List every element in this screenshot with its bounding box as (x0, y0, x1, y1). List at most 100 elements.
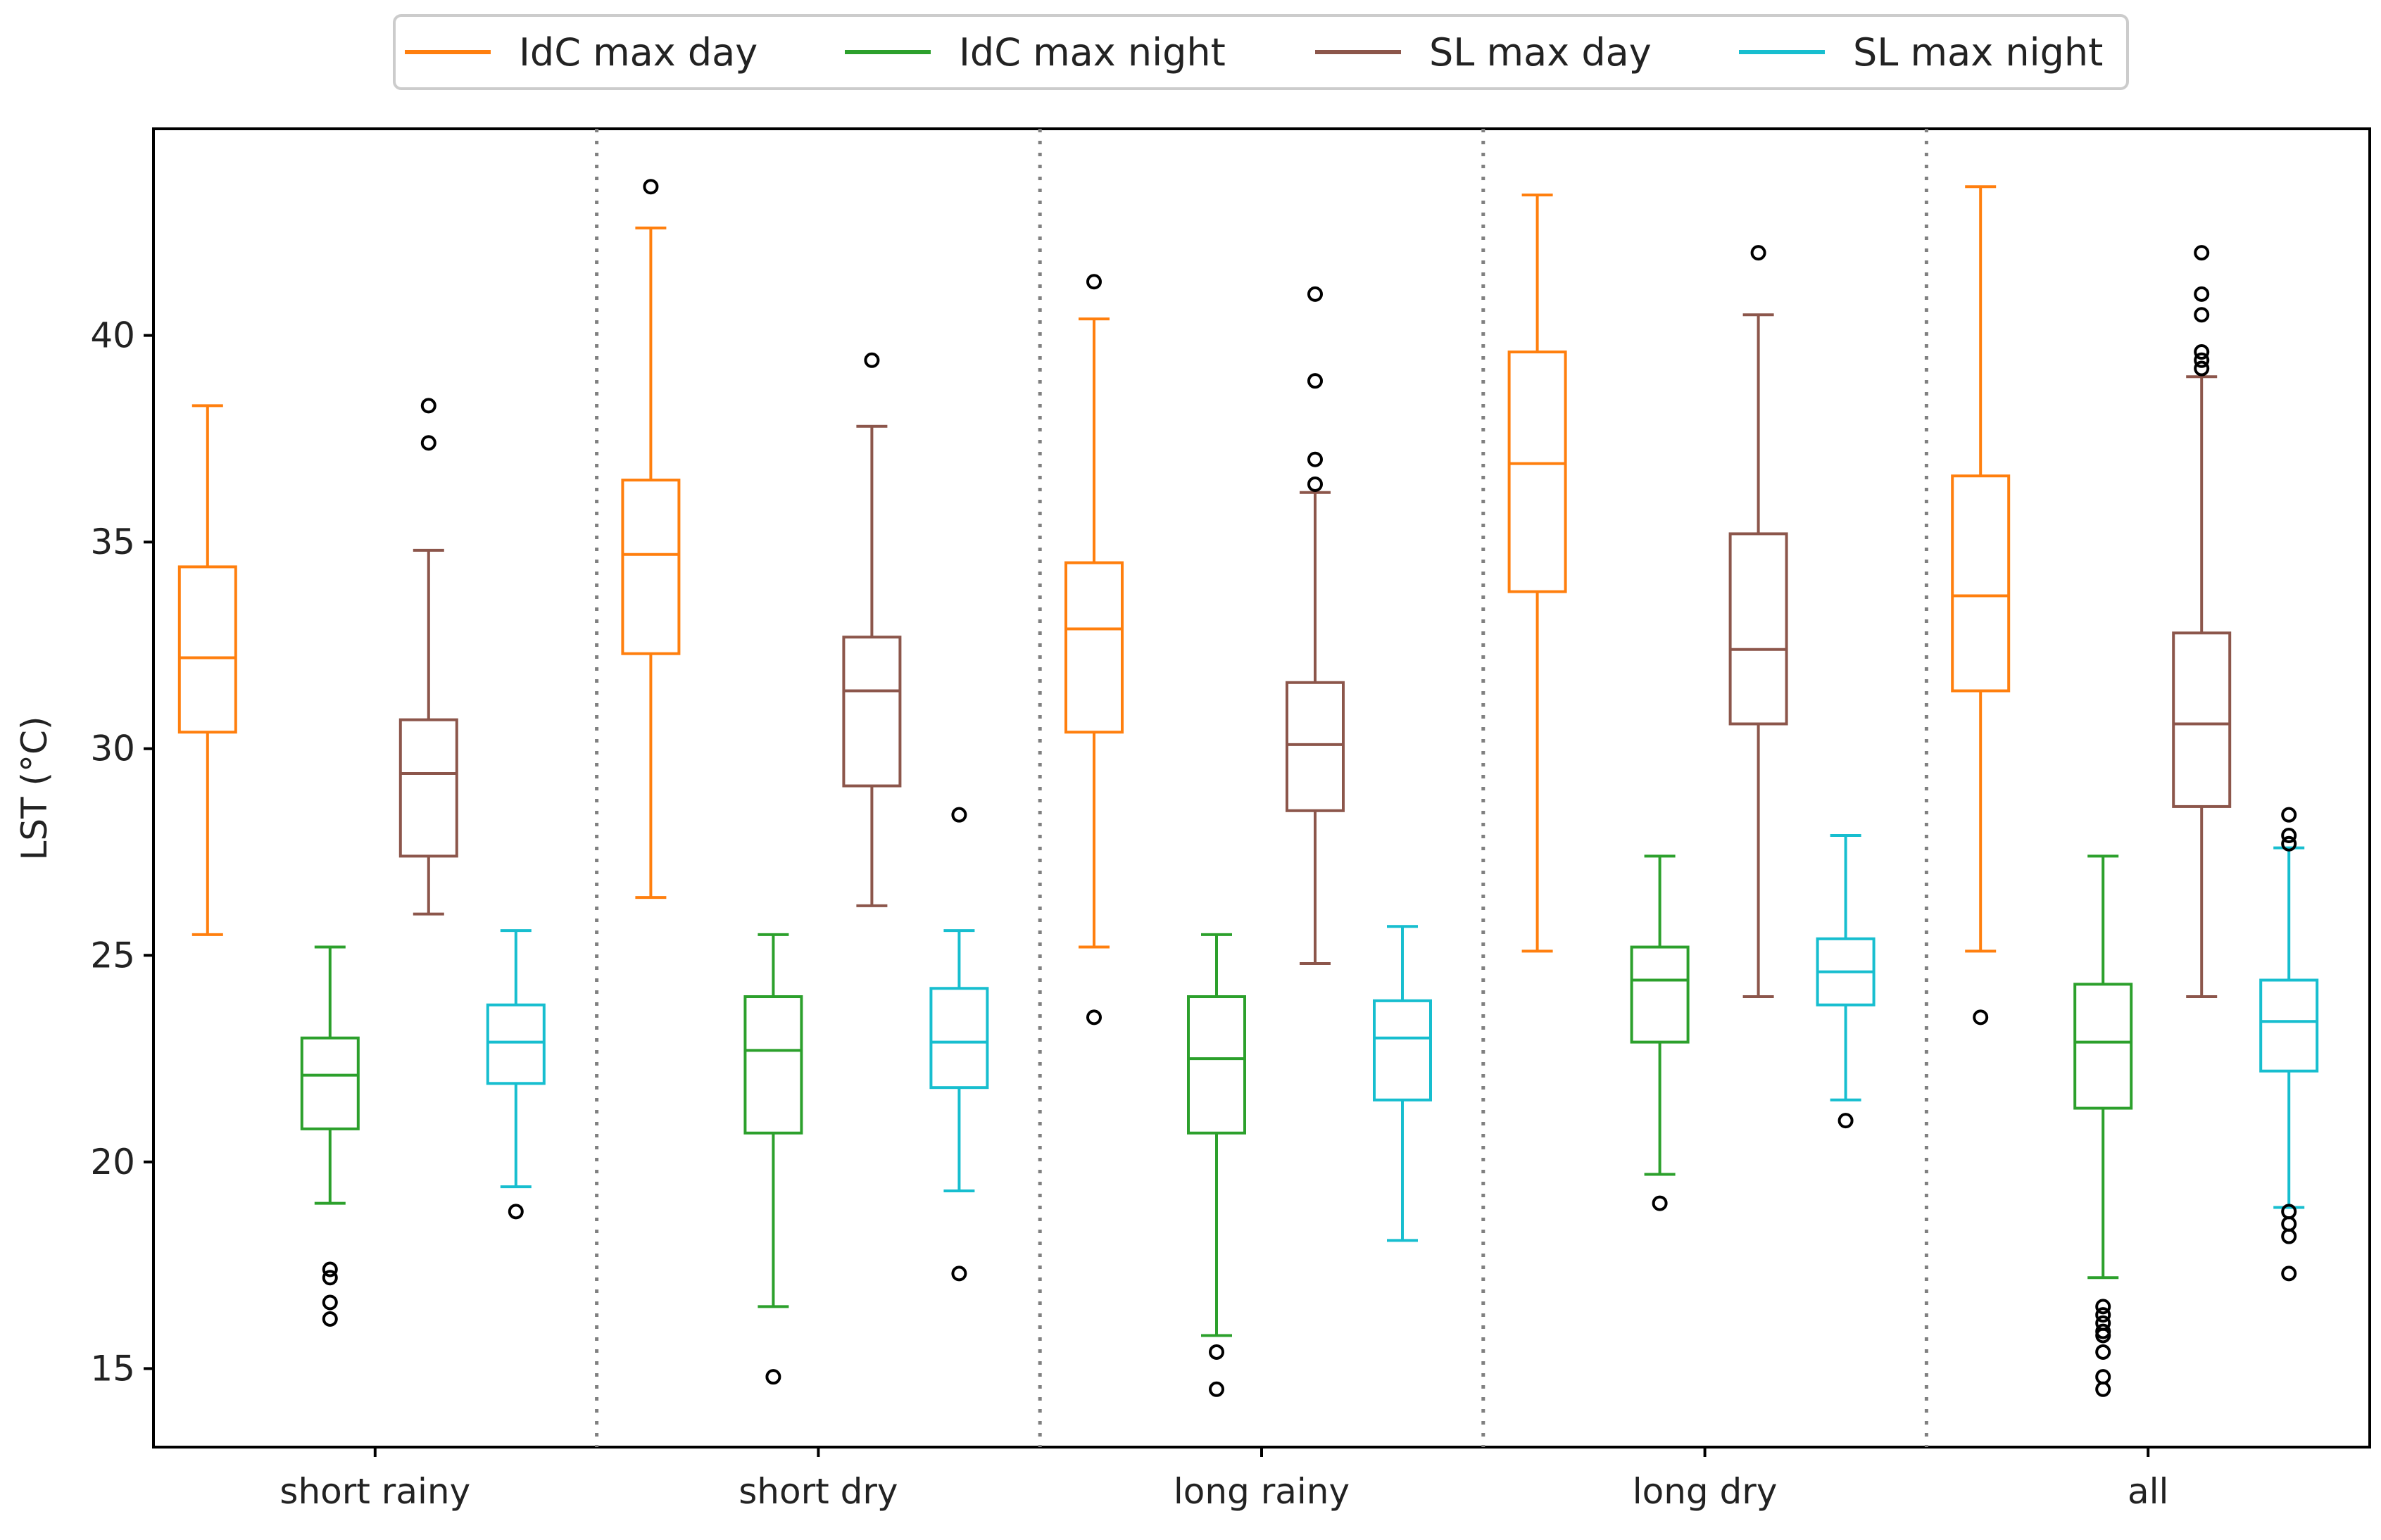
outlier-point (864, 352, 880, 368)
outlier-point (322, 1294, 338, 1311)
box-iqr (2073, 983, 2133, 1110)
box-iqr (743, 995, 803, 1135)
outlier-point (2095, 1299, 2111, 1315)
outlier-point (420, 435, 436, 451)
box-iqr (398, 718, 458, 858)
box-idc-max-day-long-dry (1507, 193, 1567, 953)
box-idc-max-night-long-rainy (1187, 933, 1246, 1397)
y-tick-label: 15 (90, 1348, 135, 1389)
outlier-point (643, 179, 659, 195)
x-tick-label: all (2128, 1471, 2168, 1512)
outlier-point (1209, 1381, 1224, 1397)
outlier-point (2281, 828, 2297, 844)
box-sl-max-night-short-dry (929, 807, 989, 1282)
boxes (177, 179, 2319, 1397)
outlier-point (420, 398, 436, 414)
outlier-point (2095, 1381, 2111, 1397)
box-iqr (300, 1036, 360, 1130)
outlier-point (1652, 1195, 1668, 1211)
outlier-point (2095, 1344, 2111, 1360)
y-tick-label: 40 (90, 315, 135, 356)
outlier-point (2281, 1266, 2297, 1282)
outlier-point (322, 1311, 338, 1327)
box-iqr (1951, 474, 2011, 693)
outlier-point (322, 1270, 338, 1286)
y-tick-label: 30 (90, 728, 135, 769)
box-idc-max-day-all (1951, 185, 2011, 1025)
outlier-point (1086, 274, 1102, 290)
outlier-point (951, 1266, 967, 1282)
outlier-point (1209, 1344, 1224, 1360)
outlier-point (508, 1204, 524, 1220)
box-iqr (1187, 995, 1246, 1135)
box-sl-max-night-short-rainy (486, 929, 546, 1220)
box-sl-max-day-short-rainy (398, 398, 458, 916)
box-sl-max-day-long-dry (1728, 245, 1788, 999)
outlier-point (2095, 1327, 2111, 1344)
outlier-point (1307, 286, 1323, 302)
outlier-point (1086, 1009, 1102, 1025)
outlier-point (1307, 476, 1323, 492)
outlier-point (2095, 1307, 2111, 1323)
outlier-point (951, 807, 967, 823)
box-sl-max-night-long-rainy (1373, 925, 1432, 1242)
plot-area (152, 127, 2371, 1449)
x-tick-label: long dry (1633, 1471, 1778, 1512)
box-iqr (929, 987, 989, 1090)
x-tick-label: short rainy (279, 1471, 470, 1512)
box-iqr (1286, 681, 1345, 812)
box-idc-max-night-long-dry (1630, 854, 1690, 1211)
outlier-point (1837, 1113, 1854, 1129)
x-tick-label: long rainy (1174, 1471, 1350, 1512)
outlier-point (2194, 286, 2210, 302)
outlier-point (1973, 1009, 1989, 1025)
box-iqr (2259, 978, 2319, 1073)
box-sl-max-night-long-dry (1816, 834, 1876, 1129)
outlier-point (1307, 451, 1323, 467)
box-iqr (842, 636, 902, 788)
legend-label: SL max night (1853, 30, 2103, 75)
outlier-point (2281, 1228, 2297, 1244)
box-iqr (1373, 999, 1432, 1102)
outlier-point (765, 1369, 781, 1385)
box-sl-max-day-short-dry (842, 352, 902, 907)
legend-frame (393, 14, 2129, 90)
box-idc-max-day-short-dry (621, 179, 681, 900)
box-idc-max-night-short-dry (743, 933, 803, 1385)
box-idc-max-night-short-rainy (300, 945, 360, 1327)
outlier-point (2194, 245, 2210, 261)
box-iqr (1507, 351, 1567, 593)
box-iqr (177, 565, 237, 734)
box-iqr (486, 1003, 546, 1085)
outlier-point (1750, 245, 1766, 261)
box-iqr (2172, 631, 2232, 808)
outlier-point (2281, 807, 2297, 823)
box-sl-max-day-all (2172, 245, 2232, 999)
box-iqr (1630, 945, 1690, 1044)
legend-label: IdC max night (959, 30, 1226, 75)
outlier-point (2281, 835, 2297, 852)
box-iqr (1728, 532, 1788, 726)
box-sl-max-day-long-rainy (1286, 286, 1345, 966)
outlier-point (2194, 344, 2210, 360)
box-iqr (1064, 561, 1124, 734)
box-idc-max-night-all (2073, 854, 2133, 1397)
y-tick-label: 35 (90, 522, 135, 562)
box-iqr (621, 479, 681, 655)
legend-label: SL max day (1429, 30, 1652, 75)
y-tick-label: 25 (90, 935, 135, 976)
box-idc-max-day-long-rainy (1064, 274, 1124, 1025)
outlier-point (2194, 307, 2210, 323)
outlier-point (2194, 360, 2210, 377)
y-axis-label: LST (°C) (14, 717, 55, 861)
group-separators (595, 129, 1928, 1447)
outlier-point (1307, 373, 1323, 389)
x-tick-label: short dry (739, 1471, 898, 1512)
axes: 15 20 25 30 35 40 short rainy short dry long rai… (90, 315, 2168, 1512)
legend-label: IdC max day (519, 30, 758, 75)
y-tick-label: 20 (90, 1142, 135, 1182)
legend: IdC max day IdC max night SL max day SL max… (393, 14, 2129, 90)
box-sl-max-night-all (2259, 807, 2319, 1282)
outlier-point (2194, 352, 2210, 368)
